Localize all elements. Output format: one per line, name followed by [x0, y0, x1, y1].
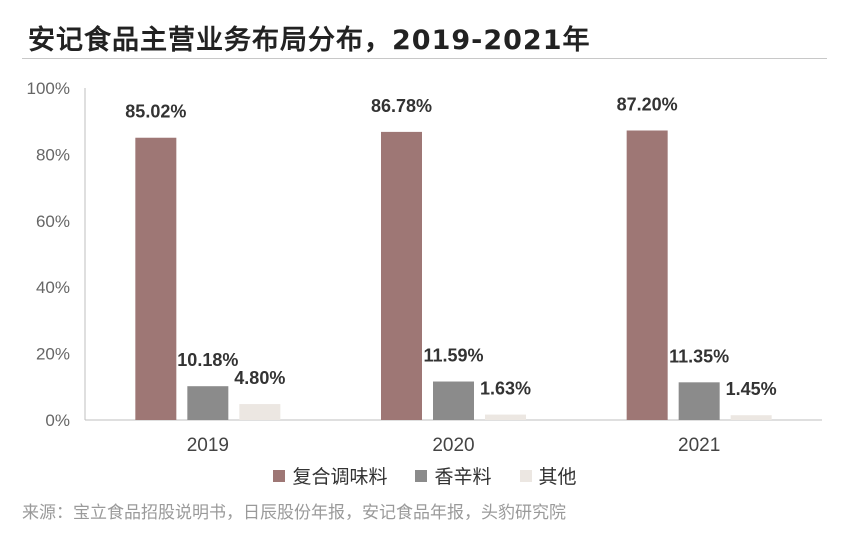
legend-swatch-other	[519, 469, 532, 482]
data-label: 87.20%	[617, 94, 678, 114]
data-label: 11.35%	[669, 346, 729, 366]
bar	[678, 382, 720, 420]
legend-label-spices: 香辛料	[434, 466, 492, 488]
x-tick-label: 2019	[187, 435, 229, 456]
bar	[135, 137, 177, 421]
y-tick-label: 100%	[27, 79, 70, 98]
legend-label-other: 其他	[538, 466, 577, 488]
bar	[626, 130, 668, 420]
data-label: 1.63%	[480, 379, 531, 399]
legend-swatch-spices	[415, 469, 428, 482]
chart-title: 安记食品主营业务布局分布，2019-2021年	[28, 25, 591, 56]
legend-swatch-compound-seasoning	[273, 469, 286, 482]
y-tick-label: 20%	[36, 345, 70, 364]
bar	[381, 131, 422, 421]
bar	[187, 386, 229, 420]
bar	[239, 404, 281, 420]
data-label: 86.78%	[371, 96, 432, 116]
x-tick-label: 2021	[678, 435, 720, 456]
data-label: 10.18%	[177, 350, 238, 370]
data-label: 4.80%	[234, 368, 285, 388]
bar	[433, 381, 474, 420]
legend-item-other: 其他	[519, 462, 577, 489]
chart-legend: 复合调味料 香辛料 其他	[0, 462, 850, 489]
y-tick-label: 80%	[36, 145, 70, 164]
source-note: 来源：宝立食品招股说明书，日辰股份年报，安记食品年报，头豹研究院	[22, 503, 566, 523]
legend-item-spices: 香辛料	[415, 462, 492, 489]
title-divider	[22, 58, 827, 59]
data-label: 85.02%	[125, 102, 186, 122]
y-tick-label: 40%	[36, 278, 70, 297]
legend-label-compound-seasoning: 复合调味料	[292, 466, 388, 488]
data-label: 11.59%	[423, 346, 483, 366]
x-tick-label: 2020	[432, 435, 474, 456]
legend-item-compound-seasoning: 复合调味料	[273, 462, 387, 489]
bar	[730, 415, 772, 420]
y-tick-label: 0%	[45, 411, 70, 430]
y-tick-label: 60%	[36, 212, 70, 231]
bar	[485, 414, 526, 420]
data-label: 1.45%	[726, 379, 777, 399]
